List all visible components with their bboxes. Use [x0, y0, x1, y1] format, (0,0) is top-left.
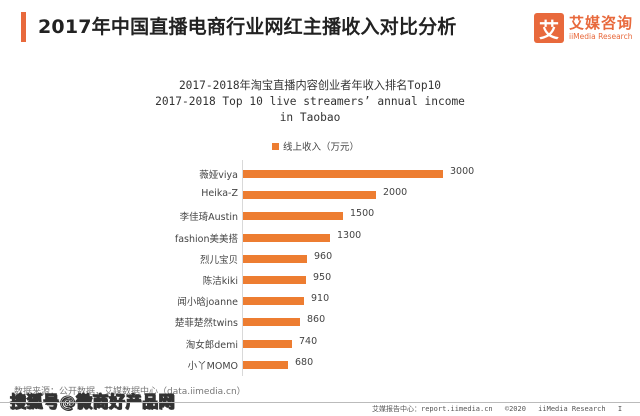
bar-label: 闻小晗joanne [177, 297, 238, 309]
bar-row: 陈洁kiki 950 [0, 269, 640, 289]
bar-label: 小丫MOMO [187, 360, 238, 372]
page-title: 2017年中国直播电商行业网红主播收入对比分析 [38, 16, 457, 38]
bar [243, 233, 330, 242]
data-source: 数据来源：公开数据，艾媒数据中心（data.iimedia.cn） [14, 387, 246, 397]
bar-value-label: 860 [307, 314, 326, 326]
bar-value-label: 2000 [383, 187, 408, 199]
category-axis [242, 160, 243, 376]
bar-label: 李佳琦Austin [179, 212, 238, 224]
footer-copyright: ©2020 [504, 405, 526, 413]
bar [243, 170, 443, 178]
title-accent-bar [21, 12, 26, 42]
chart-title-en-1: 2017-2018 Top 10 live streamers’ annual … [155, 95, 465, 108]
bar-value-label: 960 [314, 250, 333, 262]
bar-value-label: 3000 [450, 166, 475, 177]
footer-report-center: 艾媒报告中心：report.iimedia.cn [372, 405, 493, 413]
logo-name-cn: 艾媒咨询 [569, 13, 634, 32]
legend-label: 线上收入（万元） [283, 142, 360, 153]
bar-label: fashion美美搭 [174, 233, 238, 245]
bar-value-label: 740 [299, 335, 318, 347]
bar-label: 薇娅viya [199, 170, 238, 181]
watermark: 搜狐号@微商好产品网 [9, 392, 176, 412]
logo-name-en: iiMedia Research [569, 31, 633, 41]
bar-row: 李佳琦Austin 1500 [0, 205, 640, 225]
chart-legend: 线上收入（万元） [272, 139, 359, 153]
bar [243, 276, 306, 284]
footer-page: I [617, 405, 623, 413]
bar-row: 小丫MOMO 680 [0, 354, 640, 374]
chart-title-en-2: in Taobao [279, 111, 341, 124]
bar-label: 烈儿宝贝 [199, 254, 238, 266]
footer-brand: iiMedia Research [538, 405, 606, 413]
bar-row: 薇娅viya 3000 [0, 163, 640, 183]
bar-label: 楚菲楚然twins [174, 318, 238, 330]
bar-value-label: 1500 [350, 208, 375, 220]
bar-value-label: 680 [295, 356, 314, 368]
bar [243, 297, 304, 306]
bar [243, 339, 292, 348]
bar [243, 254, 307, 263]
bar-row: 闻小晗joanne 910 [0, 290, 640, 310]
bar-row: Heika-Z 2000 [0, 184, 640, 204]
chart-title-cn: 2017-2018年淘宝直播内容创业者年收入排名Top10 [178, 79, 442, 92]
bar-value-label: 950 [313, 272, 332, 283]
bar [243, 191, 376, 200]
bar-row: fashion美美搭 1300 [0, 227, 640, 247]
legend-swatch-icon [272, 142, 279, 150]
footer: 艾媒报告中心：report.iimedia.cn ©2020 iiMedia R… [372, 404, 630, 414]
iimedia-logo: 艾 艾媒咨询 iiMedia Research [534, 10, 633, 46]
bar-label: 淘女郎demi [185, 339, 238, 351]
bar-row: 楚菲楚然twins 860 [0, 311, 640, 331]
bar-row: 淘女郎demi 740 [0, 333, 640, 353]
bar-value-label: 1300 [337, 229, 362, 241]
footer-divider [0, 402, 640, 403]
bar-label: Heika-Z [201, 188, 238, 200]
bar-label: 陈洁kiki [202, 276, 238, 287]
bar-value-label: 910 [311, 293, 330, 305]
logo-mark-icon: 艾 [534, 13, 564, 43]
bar [243, 318, 300, 327]
chart-title: 2017-2018年淘宝直播内容创业者年收入排名Top10 2017-2018 … [130, 78, 490, 126]
bar [243, 360, 288, 369]
bar [243, 212, 343, 221]
bar-row: 烈儿宝贝 960 [0, 248, 640, 268]
